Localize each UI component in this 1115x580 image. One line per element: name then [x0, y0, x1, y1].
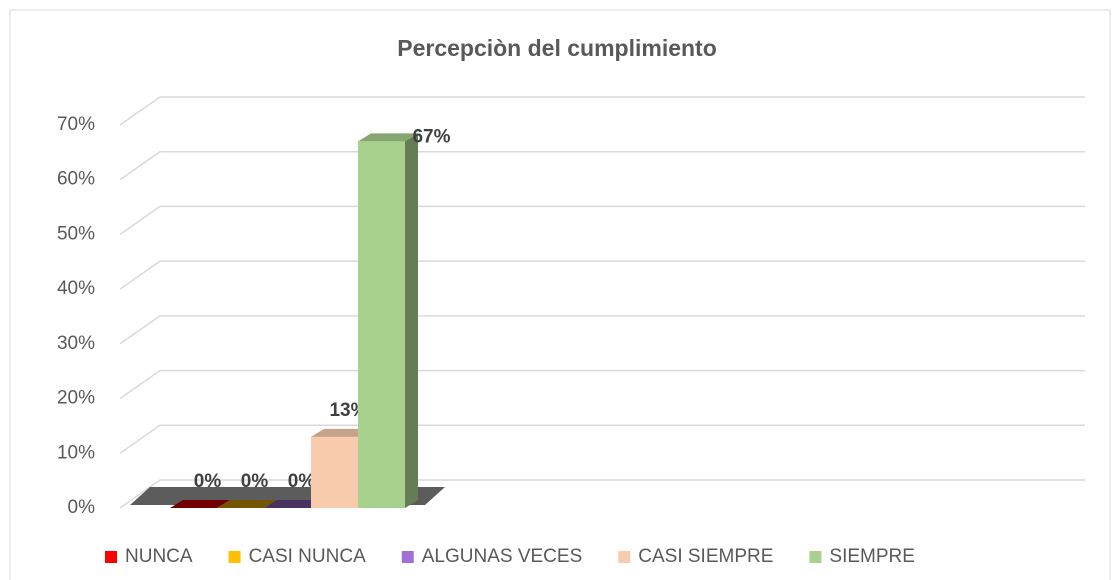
bar-side — [405, 133, 418, 508]
grid-line — [119, 260, 1085, 290]
y-tick-label: 0% — [68, 497, 96, 518]
legend-label: NUNCA — [125, 546, 193, 567]
legend-swatch — [809, 551, 822, 563]
y-tick-label: 20% — [57, 388, 95, 409]
bar — [358, 133, 418, 508]
bar — [264, 500, 324, 508]
legend-swatch — [401, 551, 414, 563]
y-tick-label: 60% — [57, 169, 95, 190]
bar-front — [358, 141, 405, 508]
bar-top — [264, 500, 324, 508]
y-tick-label: 50% — [57, 223, 95, 244]
bar-top — [217, 500, 277, 508]
y-tick-label: 30% — [57, 333, 95, 354]
grid-line — [119, 424, 1085, 454]
y-tick-label: 40% — [57, 278, 95, 299]
grid-line — [119, 479, 1085, 509]
grid-line — [119, 96, 1085, 126]
bar-top — [170, 500, 230, 508]
grid-line — [119, 150, 1085, 181]
bar — [170, 500, 230, 508]
legend-swatch — [228, 551, 241, 563]
chart-frame — [9, 9, 1111, 580]
bar-top — [358, 133, 418, 142]
legend-label: CASI SIEMPRE — [638, 546, 773, 567]
bar-top — [311, 428, 371, 437]
data-label: 67% — [412, 126, 450, 147]
grid-line — [119, 205, 1085, 236]
legend-swatch — [618, 551, 631, 563]
bar-front — [311, 436, 358, 508]
grid-line — [119, 315, 1085, 345]
data-label: 0% — [241, 471, 269, 492]
data-label: 0% — [194, 471, 222, 492]
y-tick-label: 70% — [57, 114, 95, 135]
legend-swatch — [105, 551, 117, 563]
legend-label: CASI NUNCA — [249, 546, 367, 567]
y-tick-label: 10% — [57, 442, 95, 463]
legend-label: ALGUNAS VECES — [422, 546, 583, 567]
chart-title: Percepciòn del cumplimiento — [397, 35, 717, 61]
bar — [217, 500, 277, 508]
data-label: 0% — [288, 471, 316, 492]
grid-line — [119, 369, 1085, 400]
legend-label: SIEMPRE — [829, 546, 915, 567]
